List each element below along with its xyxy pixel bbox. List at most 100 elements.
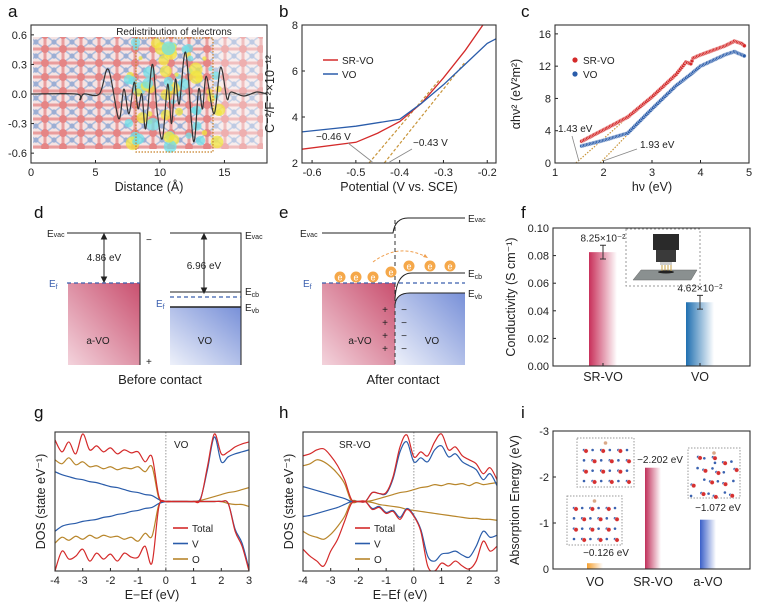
- y-axis-label: DOS (state eV⁻¹): [34, 454, 48, 550]
- charge-density-blob: [161, 41, 176, 56]
- electron-label: e: [337, 273, 342, 283]
- dos-O-up: [55, 457, 249, 503]
- atom: [689, 494, 693, 498]
- charge-density-blob: [136, 112, 148, 124]
- legend-label: VO: [342, 70, 357, 81]
- panel-label-e: e: [279, 203, 288, 222]
- molecule-inset-images: [566, 437, 741, 546]
- inset-box: [687, 447, 741, 499]
- charge-density-blob: [192, 121, 202, 131]
- y-tick-label: -2: [539, 472, 549, 484]
- x-tick-label: 2: [466, 575, 472, 587]
- charge-density-blob: [187, 55, 194, 62]
- charge-density-blob: [142, 77, 154, 89]
- charge-density-blob: [163, 76, 174, 87]
- charge-density-blob: [202, 56, 207, 61]
- minus-sign: −: [401, 318, 407, 329]
- annotation: 1.93 eV: [640, 140, 675, 151]
- x-tick-label: -0.3: [434, 167, 453, 179]
- charge-density-blob: [174, 72, 179, 77]
- dos-V-up: [55, 436, 249, 503]
- panel-label-i: i: [521, 403, 525, 422]
- panel-label-d: d: [34, 203, 43, 222]
- charge-density-blob: [163, 139, 177, 153]
- series-line-VO: [302, 38, 496, 133]
- evb-label: Evb: [245, 303, 259, 315]
- minus-sign: −: [401, 305, 407, 316]
- dos-Total-down: [303, 500, 497, 571]
- charge-density-blob: [138, 56, 143, 61]
- annotation: 1.43 eV: [558, 124, 593, 135]
- x-tick-label: -1: [381, 575, 391, 587]
- y-tick-label: 0.6: [12, 30, 27, 42]
- atom: [605, 517, 609, 520]
- avo-label: a-VO: [86, 336, 110, 347]
- charge-density-blob: [201, 130, 208, 136]
- dos-V-up: [303, 441, 497, 503]
- value-label: −2.202 eV: [637, 455, 683, 466]
- annotation-arrow: [389, 148, 413, 163]
- annotation-arrow: [571, 135, 580, 162]
- panel-label-g: g: [34, 403, 43, 422]
- x-tick-label: -2: [354, 575, 364, 587]
- series-line-SR-VO: [302, 25, 484, 150]
- x-tick-label: -1: [133, 575, 143, 587]
- ef-label: Ef: [49, 279, 58, 291]
- charge-density-blob: [211, 71, 221, 80]
- atom: [583, 469, 589, 475]
- electron-icon: [444, 260, 456, 272]
- atom: [626, 458, 632, 464]
- electron-icon: [403, 260, 415, 272]
- data-point-SR-VO: [742, 43, 747, 48]
- x-tick-label: 5: [746, 167, 752, 179]
- atom: [609, 479, 615, 485]
- vo-band: [170, 307, 241, 365]
- x-tick-label: 10: [154, 167, 166, 179]
- atom: [589, 517, 592, 520]
- legend-label: Total: [192, 524, 213, 535]
- legend-label: O: [192, 555, 200, 566]
- probe-inset-image: [625, 228, 701, 287]
- charge-density-blob: [143, 66, 156, 79]
- atom: [730, 460, 733, 463]
- value-label: 4.62×10⁻²: [677, 283, 723, 294]
- charge-density-blob: [160, 109, 172, 121]
- charge-density-blob: [189, 70, 203, 84]
- plot-frame: [552, 227, 751, 367]
- y-tick-label: -3: [539, 426, 549, 438]
- y-axis-label: αhν² (eV²m²): [509, 59, 523, 129]
- electron-label: e: [388, 268, 393, 278]
- charge-density-blob: [177, 78, 190, 90]
- category-label: VO: [691, 370, 709, 384]
- inset-box: [576, 437, 635, 488]
- error-bar: [697, 294, 703, 310]
- minus-sign: −: [146, 235, 152, 246]
- atom: [599, 479, 603, 483]
- atom: [573, 527, 579, 533]
- charge-density-blob: [146, 111, 153, 117]
- atomic-structure-image: [33, 37, 267, 153]
- atom: [606, 527, 612, 533]
- y-tick-label: 4: [292, 112, 298, 124]
- atom: [613, 506, 617, 510]
- electron-icon: [334, 271, 346, 283]
- y-tick-label: -0.6: [8, 148, 27, 160]
- x-tick-label: -0.6: [303, 167, 322, 179]
- atom: [598, 537, 603, 543]
- x-tick-label: 0: [163, 575, 169, 587]
- atom: [722, 460, 728, 466]
- y-tick-label: 8: [292, 20, 298, 32]
- electron-label: e: [447, 262, 452, 272]
- charge-density-blob: [133, 133, 145, 145]
- atom: [597, 506, 600, 510]
- category-label: a-VO: [693, 575, 722, 589]
- plot-frame: [54, 431, 250, 572]
- dos-Total-up: [303, 433, 497, 503]
- panel-label-c: c: [521, 2, 530, 21]
- avo-band: [68, 283, 140, 365]
- atom: [716, 470, 721, 476]
- plot-frame: [552, 430, 751, 570]
- atom: [580, 527, 584, 530]
- x-tick-label: 0: [28, 167, 34, 179]
- x-tick-label: 2: [218, 575, 224, 587]
